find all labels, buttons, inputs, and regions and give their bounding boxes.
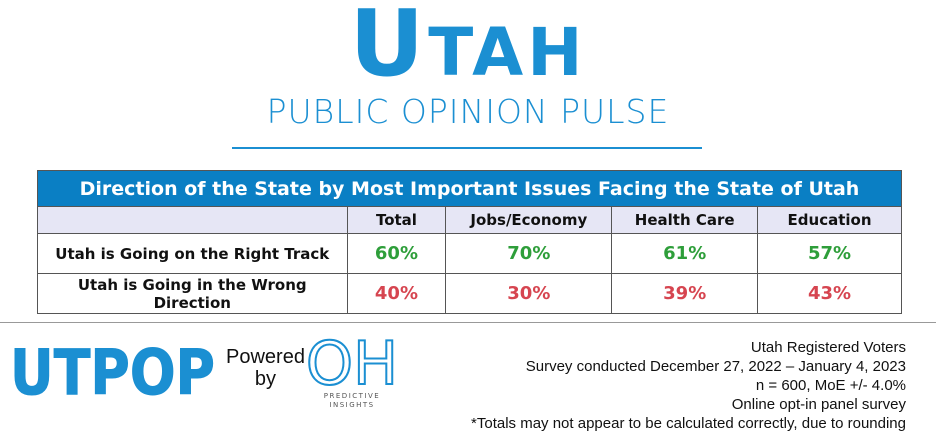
by-text: by — [254, 368, 277, 390]
cell: 43% — [757, 273, 902, 314]
header-cell — [37, 206, 348, 234]
rule — [232, 147, 702, 149]
header-cell: Education — [757, 206, 902, 234]
note-line: *Totals may not appear to be calculated … — [471, 415, 906, 432]
cell: 57% — [757, 233, 902, 274]
cell: 60% — [346, 233, 447, 274]
cell: 61% — [611, 233, 759, 274]
row-label: Utah is Going on the Right Track — [37, 233, 348, 274]
partner-name: INSIGHTS — [329, 401, 374, 409]
header-cell: Health Care — [611, 206, 759, 234]
row-label: Utah is Going in the Wrong Direction — [37, 273, 348, 314]
note-line: n = 600, MoE +/- 4.0% — [755, 377, 906, 394]
table-title: Direction of the State by Most Important… — [37, 170, 902, 207]
partner-name: PREDICTIVE — [324, 392, 380, 400]
powered-by: Powered by — [226, 346, 305, 390]
partner-logo: OH PREDICTIVE INSIGHTS — [305, 332, 399, 409]
cell: 70% — [445, 233, 613, 274]
results-table: Direction of the State by Most Important… — [37, 170, 902, 314]
note-line: Utah Registered Voters — [750, 339, 906, 356]
partner-mark: OH — [306, 332, 398, 399]
note-line: Online opt-in panel survey — [731, 396, 906, 413]
note-line: Survey conducted December 27, 2022 – Jan… — [525, 358, 906, 375]
brand-title: UTAH — [349, 0, 587, 97]
cell: 40% — [346, 273, 447, 314]
brand-subtitle: PUBLIC OPINION PULSE — [266, 92, 670, 131]
logo-text: UTPOP — [10, 336, 215, 406]
header-cell: Jobs/Economy — [445, 206, 613, 234]
powered-text: Powered — [226, 346, 305, 368]
utpop-logo: UTPOP — [10, 336, 216, 406]
cell: 30% — [445, 273, 613, 314]
cell: 39% — [611, 273, 759, 314]
survey-notes: Utah Registered Voters Survey conducted D… — [471, 338, 906, 433]
header-cell: Total — [346, 206, 447, 234]
separator — [0, 322, 936, 323]
